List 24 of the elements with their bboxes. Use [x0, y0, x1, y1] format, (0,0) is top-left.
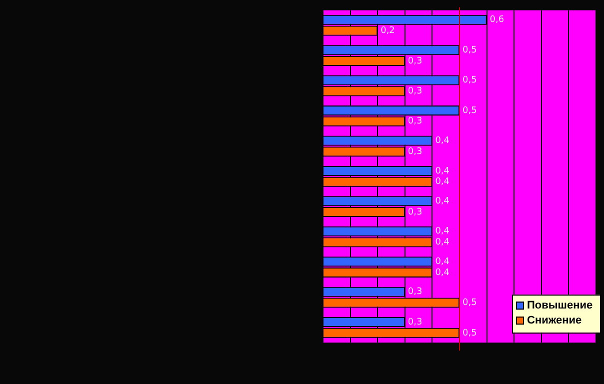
data-label: 0,4: [435, 136, 450, 146]
data-label: 0,4: [435, 226, 450, 237]
data-label: 0,5: [462, 328, 477, 338]
data-label: 0,3: [408, 86, 422, 97]
data-label: 0,4: [435, 256, 450, 267]
data-label: 0,4: [435, 177, 450, 188]
data-label: 0,3: [408, 287, 422, 298]
data-label: 0,2: [380, 26, 395, 36]
data-label: 0,4: [435, 196, 450, 207]
data-label: 0,4: [435, 238, 450, 248]
data-label: 0,4: [435, 268, 450, 278]
data-label: 0,5: [462, 298, 477, 308]
data-label: 0,3: [408, 207, 422, 218]
data-label: 0,3: [408, 56, 422, 66]
data-label: 0,5: [462, 76, 477, 86]
data-label: 0,3: [408, 116, 422, 127]
data-label: 0,5: [462, 45, 477, 56]
data-label: 0,6: [490, 15, 504, 26]
legend-label: Повышение: [527, 300, 593, 312]
data-label: 0,3: [408, 317, 422, 328]
data-label: 0,4: [435, 166, 450, 176]
legend-label: Снижение: [527, 314, 582, 327]
data-label: 0,3: [408, 146, 422, 157]
data-label: 0,5: [462, 106, 477, 116]
